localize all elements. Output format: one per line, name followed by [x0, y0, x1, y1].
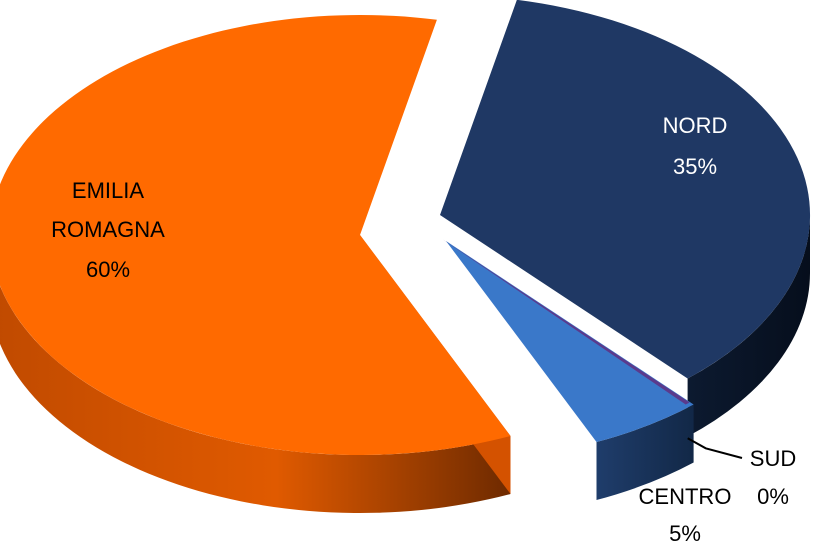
slice-centro — [446, 241, 694, 442]
label-emilia-line1: EMILIA — [72, 178, 144, 203]
leader-line-sud — [687, 437, 743, 459]
label-nord-name: NORD — [663, 113, 728, 138]
label-centro: CENTRO — [639, 484, 732, 509]
slice-nord-side — [687, 215, 810, 437]
label-sud-percent: 0% — [757, 484, 789, 509]
slice-emilia-romagna — [0, 15, 511, 455]
slice-nord — [440, 0, 810, 379]
label-emilia-line2: ROMAGNA — [51, 217, 165, 242]
label-nord: NORD — [663, 113, 728, 138]
slice-sud — [442, 239, 690, 405]
label-nord-percent: 35% — [673, 154, 717, 179]
slice-emilia-romagna-side — [0, 285, 511, 514]
label-sud: SUD — [750, 446, 796, 471]
slice-centro-side — [596, 404, 694, 500]
label-emilia-percent: 60% — [86, 257, 130, 282]
label-centro-percent: 5% — [669, 521, 701, 545]
